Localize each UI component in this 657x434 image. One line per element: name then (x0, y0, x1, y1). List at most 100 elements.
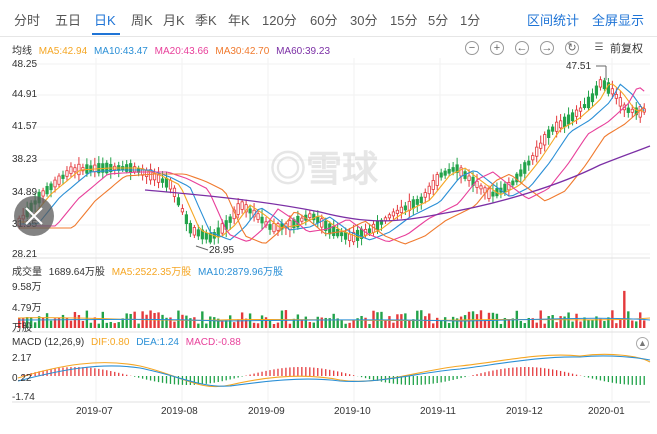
macd-axis-label: 2.17 (12, 353, 32, 364)
volume-bar (300, 319, 304, 328)
macd-dif-line (17, 353, 651, 388)
x-axis-label: 2020-01 (588, 406, 625, 417)
volume-bar (232, 322, 236, 328)
volume-bar (619, 319, 622, 328)
price-candle (618, 97, 622, 107)
volume-bar (595, 316, 598, 328)
volume-bar (432, 323, 435, 328)
volume-bar (436, 317, 439, 328)
scroll-left-button[interactable]: ← (515, 41, 529, 55)
price-candle (188, 222, 192, 234)
price-axis-label: 44.91 (12, 89, 38, 100)
tab-five-day[interactable]: 五日 (55, 13, 82, 28)
volume-bar (240, 312, 244, 328)
volume-bar (109, 321, 112, 328)
volume-bar (113, 323, 116, 328)
chart-scroll-handle[interactable] (14, 196, 54, 236)
volume-bar (623, 290, 626, 328)
price-candle (423, 192, 427, 198)
macd-title: MACD (12, 337, 42, 348)
volume-bar (443, 317, 447, 328)
tab-quarterly-k[interactable]: 季K (195, 13, 217, 28)
price-candle (467, 175, 471, 181)
scroll-right-button[interactable]: → (540, 41, 554, 55)
tab-monthly-k[interactable]: 月K (163, 13, 185, 28)
volume-bar (447, 323, 451, 328)
tab-weekly-k[interactable]: 周K (131, 13, 153, 28)
volume-bar (507, 319, 511, 328)
volume-bar (29, 317, 33, 328)
price-candle (340, 232, 344, 237)
volume-bar (69, 320, 73, 328)
price-candle (196, 229, 200, 237)
volume-bar (332, 313, 335, 328)
volume-bar (388, 316, 391, 328)
volume-bar (228, 315, 232, 328)
tab-60-min[interactable]: 60分 (310, 13, 338, 28)
tab-15-min[interactable]: 15分 (390, 13, 418, 28)
volume-bar (165, 317, 168, 328)
tab-120-min[interactable]: 120分 (262, 13, 297, 28)
volume-bar (607, 317, 610, 328)
ma60-line (144, 145, 651, 222)
volume-bar (599, 318, 602, 328)
macd-collapse-icon[interactable]: ▲ (636, 337, 649, 350)
price-candle (491, 191, 495, 197)
tab-daily-k[interactable]: 日K (94, 13, 116, 28)
volume-bar (356, 318, 359, 328)
price-axis-label: 28.21 (12, 249, 38, 260)
price-candle (65, 170, 69, 177)
price-candle (308, 213, 312, 218)
price-candle (626, 107, 630, 113)
volume-bar (252, 322, 256, 328)
tab-intraday[interactable]: 分时 (14, 13, 41, 28)
ma60-value: MA60:39.23 (276, 46, 331, 57)
price-candle (570, 112, 575, 122)
zoom-in-button[interactable]: + (490, 41, 504, 55)
zoom-out-button[interactable]: − (465, 41, 479, 55)
price-adjust-toggle[interactable]: 前复权 (610, 43, 643, 55)
price-candle (41, 190, 45, 197)
tab-5-min[interactable]: 5分 (428, 13, 449, 28)
price-candle (574, 109, 579, 117)
volume-bar (547, 316, 550, 328)
ma10-value: MA10:43.47 (93, 46, 148, 57)
tab-30-min[interactable]: 30分 (350, 13, 378, 28)
tab-1-min[interactable]: 1分 (460, 13, 481, 28)
tab-yearly-k[interactable]: 年K (228, 13, 250, 28)
adjust-menu-icon[interactable]: ☰ (594, 42, 604, 53)
volume-bar (145, 314, 148, 328)
fullscreen-link[interactable]: 全屏显示 (592, 13, 645, 28)
volume-legend: 成交量 1689.64万股 MA5:2522.35万股 MA10:2879.96… (12, 263, 283, 278)
volume-bar (316, 316, 319, 328)
price-candle (614, 93, 618, 99)
volume-bar (583, 317, 586, 328)
price-candle (455, 164, 459, 174)
volume-bar (189, 318, 192, 328)
volume-bar (639, 312, 642, 328)
price-candle (543, 134, 547, 146)
reset-icon[interactable]: ↻ (565, 41, 579, 55)
price-candle (316, 216, 320, 224)
volume-bar (340, 319, 343, 328)
price-candle (531, 155, 535, 161)
price-candle (562, 116, 567, 128)
price-candle (344, 231, 348, 240)
price-candle (435, 174, 439, 186)
volume-bar (455, 318, 459, 328)
volume-bar (483, 320, 487, 328)
volume-bar (260, 315, 264, 328)
volume-bar (21, 318, 25, 328)
volume-bar (535, 322, 538, 328)
macd-value: MACD:-0.88 (185, 337, 241, 348)
volume-bar (205, 323, 208, 328)
volume-bar (236, 319, 240, 328)
volume-bar (65, 317, 69, 328)
volume-bar (320, 317, 323, 328)
watermark-logo: ◎雪球 (270, 140, 378, 192)
price-candle (57, 175, 61, 185)
interval-stats-link[interactable]: 区间统计 (527, 13, 580, 28)
scroll-handle-icon (25, 207, 43, 225)
volume-bar (308, 321, 312, 328)
